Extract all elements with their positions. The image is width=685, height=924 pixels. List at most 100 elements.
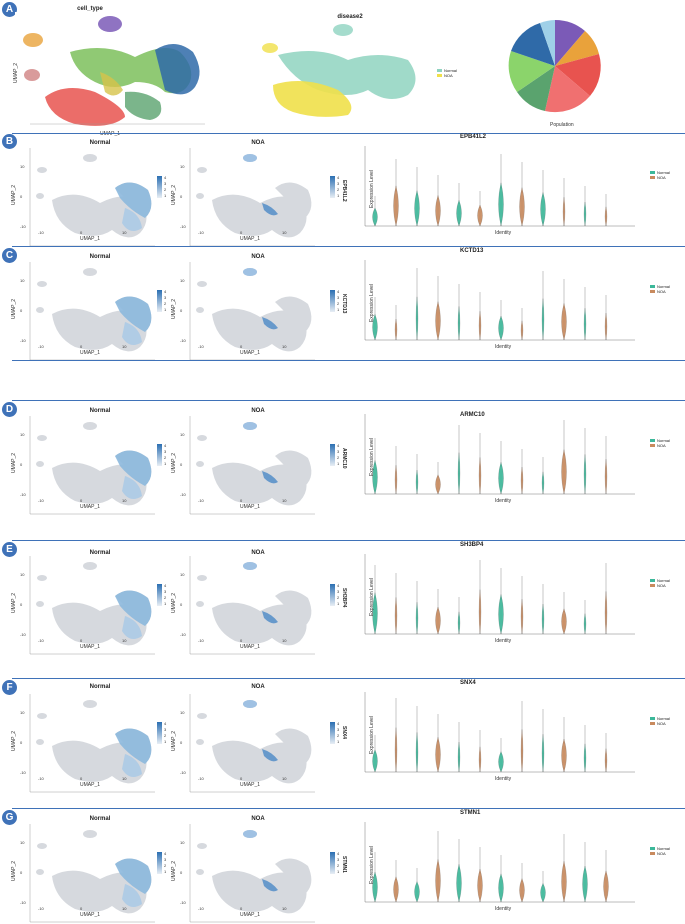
umap-normal-xtick: 0 [80,344,83,349]
violin-title: EPB41L2 [460,134,487,140]
umap-noa-title: NOA [251,550,265,556]
umap-disease-legend: Normal NOA [437,68,457,78]
colorbar-tick: 1 [164,193,167,198]
umap-normal-ylabel: UMAP_2 [11,452,18,474]
colorbar-tick: 1 [337,307,340,312]
umap-gene-label: KCTD13 [341,294,347,314]
umap-normal-ytick: 10 [20,164,25,169]
colorbar-tick: 3 [164,857,167,862]
umap-normal-xtick: 10 [122,344,127,349]
violin-title: STMN1 [460,810,481,816]
violin-legend: Normal NOA [650,284,670,294]
umap-normal-title: Normal [89,816,111,822]
umap-normal-xtick: -10 [38,776,44,781]
umap-normal-ytick: 10 [20,710,25,715]
divider-a [12,133,685,134]
umap-normal-ytick: 0 [20,194,23,199]
colorbar-tick: 2 [164,733,167,738]
violin-title: ARMC10 [460,412,485,418]
panel-label-c: C [2,248,17,263]
colorbar-tick: 2 [337,455,340,460]
umap-noa-xtick: 0 [240,498,243,503]
colorbar-tick: 4 [164,851,167,856]
umap-normal-xtick: 10 [122,498,127,503]
panel-label-b: B [2,134,17,149]
umap-noa-ytick: -10 [180,900,186,905]
umap-normal-ylabel: UMAP_2 [11,298,18,320]
panel-divider [12,360,685,361]
umap-noa-ytick: 10 [180,840,185,845]
colorbar-tick: 2 [337,863,340,868]
umap-normal-xtick: 0 [80,906,83,911]
colorbar-tick: 4 [164,443,167,448]
umap-noa-ytick: 0 [180,602,183,607]
umap-normal-xtick: -10 [38,344,44,349]
umap-noa-ylabel: UMAP_2 [171,730,178,752]
umap-celltype-ylabel: UMAP_2 [13,62,20,84]
violin-xlabel: Identity [495,344,512,350]
umap-normal-ytick: 10 [20,278,25,283]
colorbar-tick: 1 [164,869,167,874]
colorbar-tick: 2 [337,187,340,192]
umap-normal-ytick: -10 [20,338,26,343]
violin-plot [364,554,635,635]
umap-gene-label: EPB41L2 [341,180,347,202]
umap-normal-title: Normal [89,684,111,690]
umap-normal-ytick: 0 [20,870,23,875]
umap-noa-plot [189,148,315,247]
colorbar-noa [330,290,335,312]
umap-noa-xlabel: UMAP_1 [240,782,261,788]
violin-ylabel: Expression Level [369,169,376,209]
violin-ylabel: Expression Level [369,437,376,477]
umap-noa-ylabel: UMAP_2 [171,184,178,206]
umap-noa-xlabel: UMAP_1 [240,236,261,242]
violin-xlabel: Identity [495,638,512,644]
umap-normal-ylabel: UMAP_2 [11,860,18,882]
colorbar-tick: 1 [164,461,167,466]
umap-normal-xtick: -10 [38,638,44,643]
panel-e: E Normal NOA SH3BP4 [0,542,685,654]
umap-normal-title: Normal [89,550,111,556]
umap-normal-plot [29,694,155,793]
umap-noa-xtick: -10 [198,230,204,235]
umap-normal-xtick: -10 [38,906,44,911]
umap-normal-ytick: 0 [20,308,23,313]
violin-legend: Normal NOA [650,170,670,180]
umap-normal-xtick: -10 [38,498,44,503]
panel-g: G Normal NOA STMN1 [0,810,685,922]
umap-noa-xtick: -10 [198,776,204,781]
colorbar-tick: 3 [164,295,167,300]
umap-noa-title: NOA [251,254,265,260]
violin-legend: Normal NOA [650,578,670,588]
colorbar-tick: 2 [337,301,340,306]
umap-noa-xtick: 10 [282,906,287,911]
panel-label-f: F [2,680,17,695]
umap-normal-ytick: 10 [20,432,25,437]
violin-ylabel: Expression Level [369,283,376,323]
umap-noa-xtick: 10 [282,230,287,235]
panel-label-e: E [2,542,17,557]
violin-xlabel: Identity [495,498,512,504]
colorbar-tick: 4 [337,289,340,294]
umap-normal-ytick: 10 [20,572,25,577]
umap-noa-xtick: 0 [240,230,243,235]
umap-noa-plot [189,556,315,655]
umap-celltype-plot [15,12,215,130]
umap-noa-xtick: 0 [240,906,243,911]
umap-normal-ylabel: UMAP_2 [11,184,18,206]
umap-normal-ylabel: UMAP_2 [11,592,18,614]
umap-noa-xlabel: UMAP_1 [240,912,261,918]
umap-disease-plot [262,24,416,117]
violin-ylabel: Expression Level [369,845,376,885]
colorbar-tick: 1 [164,307,167,312]
violin-title: KCTD13 [460,248,484,254]
umap-gene-label: STMN1 [341,856,347,873]
umap-noa-title: NOA [251,408,265,414]
umap-normal-xtick: 10 [122,776,127,781]
colorbar-tick: 3 [164,449,167,454]
panel-label-g: G [2,810,17,825]
population-pie-chart [508,19,601,113]
umap-normal-xlabel: UMAP_1 [80,236,101,242]
umap-noa-xtick: -10 [198,344,204,349]
umap-noa-xtick: 0 [240,776,243,781]
